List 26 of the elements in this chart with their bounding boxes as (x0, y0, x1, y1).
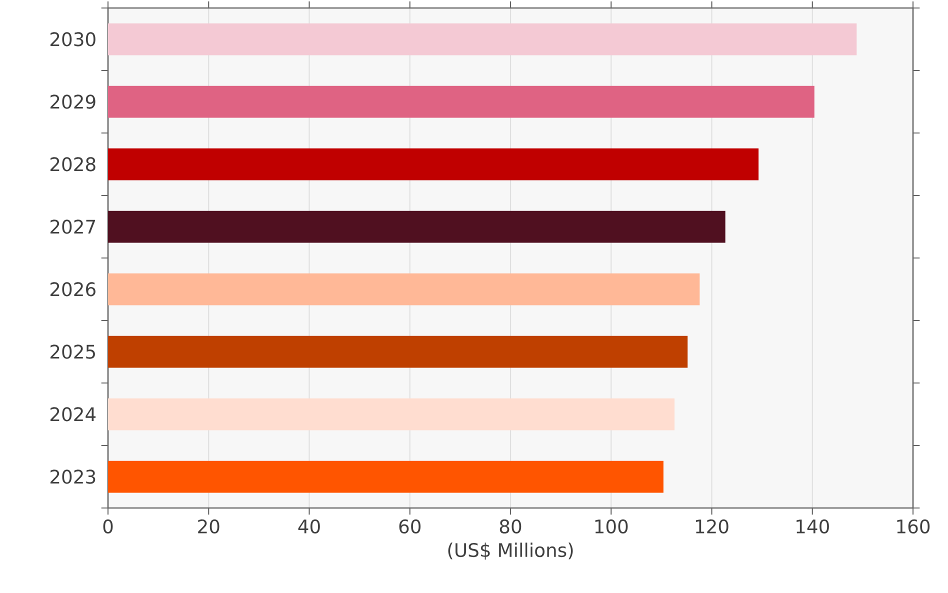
bar (108, 273, 700, 306)
bar (108, 148, 759, 180)
x-tick-label: 120 (696, 519, 728, 534)
x-tick-label: 0 (103, 519, 113, 534)
x-tick-label: 140 (796, 519, 829, 534)
bar (108, 210, 726, 243)
x-axis-title: (US$ Millions) (448, 542, 573, 560)
y-tick-label: 2027 (50, 220, 96, 234)
bar (108, 23, 857, 56)
x-tick-label: 20 (198, 519, 220, 534)
x-tick-label: 60 (399, 519, 421, 534)
x-tick-label: 80 (500, 519, 522, 534)
bar (108, 398, 675, 430)
bar (108, 336, 688, 368)
y-tick-label: 2030 (50, 32, 96, 46)
y-tick-label: 2024 (50, 407, 96, 422)
x-tick-label: 160 (897, 519, 930, 534)
bar (108, 86, 814, 118)
bar (108, 460, 664, 493)
y-tick-label: 2023 (50, 470, 96, 484)
y-tick-label: 2029 (50, 94, 96, 109)
y-tick-label: 2026 (50, 282, 96, 296)
x-tick-label: 100 (595, 519, 628, 534)
y-tick-label: 2028 (50, 157, 96, 172)
x-tick-label: 40 (298, 519, 320, 534)
y-tick-label: 2025 (50, 344, 95, 359)
